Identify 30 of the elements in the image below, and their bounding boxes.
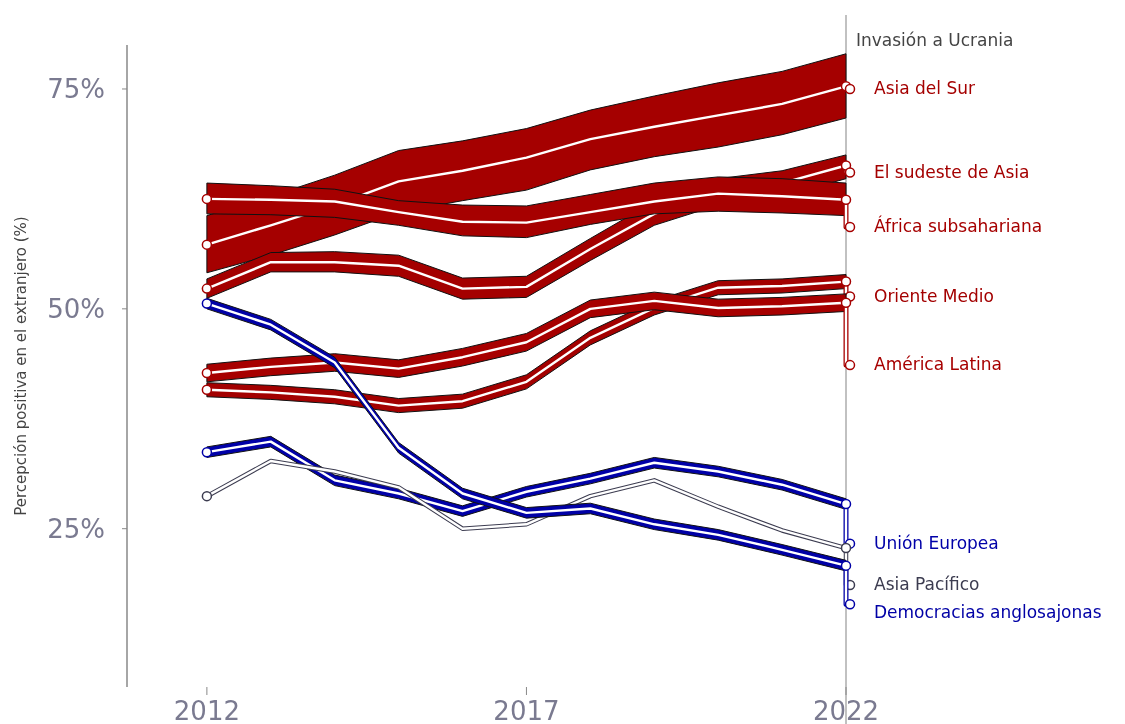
point (840, 498, 852, 510)
x-tick-label: 2012 (173, 696, 240, 724)
legend-label: África subsahariana (874, 215, 1043, 237)
point (201, 298, 213, 309)
point (201, 384, 213, 395)
legend-label: Democracias anglosajonas (874, 601, 1102, 622)
point (840, 276, 852, 287)
y-tick-label: 50% (47, 293, 105, 324)
point (201, 239, 213, 250)
y-tick-label: 75% (47, 74, 105, 105)
y-axis-title: Percepción positiva en el extranjero (%) (12, 216, 30, 516)
point (840, 560, 852, 571)
point (201, 283, 213, 294)
ref-line-label: Invasión a Ucrania (856, 30, 1014, 50)
y-tick-label: 25% (47, 513, 105, 544)
point (840, 542, 852, 554)
point (840, 297, 852, 308)
legend-label: Oriente Medio (874, 285, 994, 306)
legend-label: América Latina (874, 354, 1002, 375)
point (201, 490, 213, 502)
legend-label: Asia del Sur (874, 77, 975, 98)
legend-label: Asia Pacífico (874, 573, 980, 594)
point (840, 194, 852, 206)
point (201, 446, 213, 458)
x-tick-label: 2017 (493, 696, 560, 724)
legend-label: Unión Europea (874, 532, 999, 553)
point (201, 367, 213, 379)
legend-label: El sudeste de Asia (874, 161, 1030, 182)
point (201, 193, 213, 205)
x-tick-label: 2022 (812, 696, 880, 724)
